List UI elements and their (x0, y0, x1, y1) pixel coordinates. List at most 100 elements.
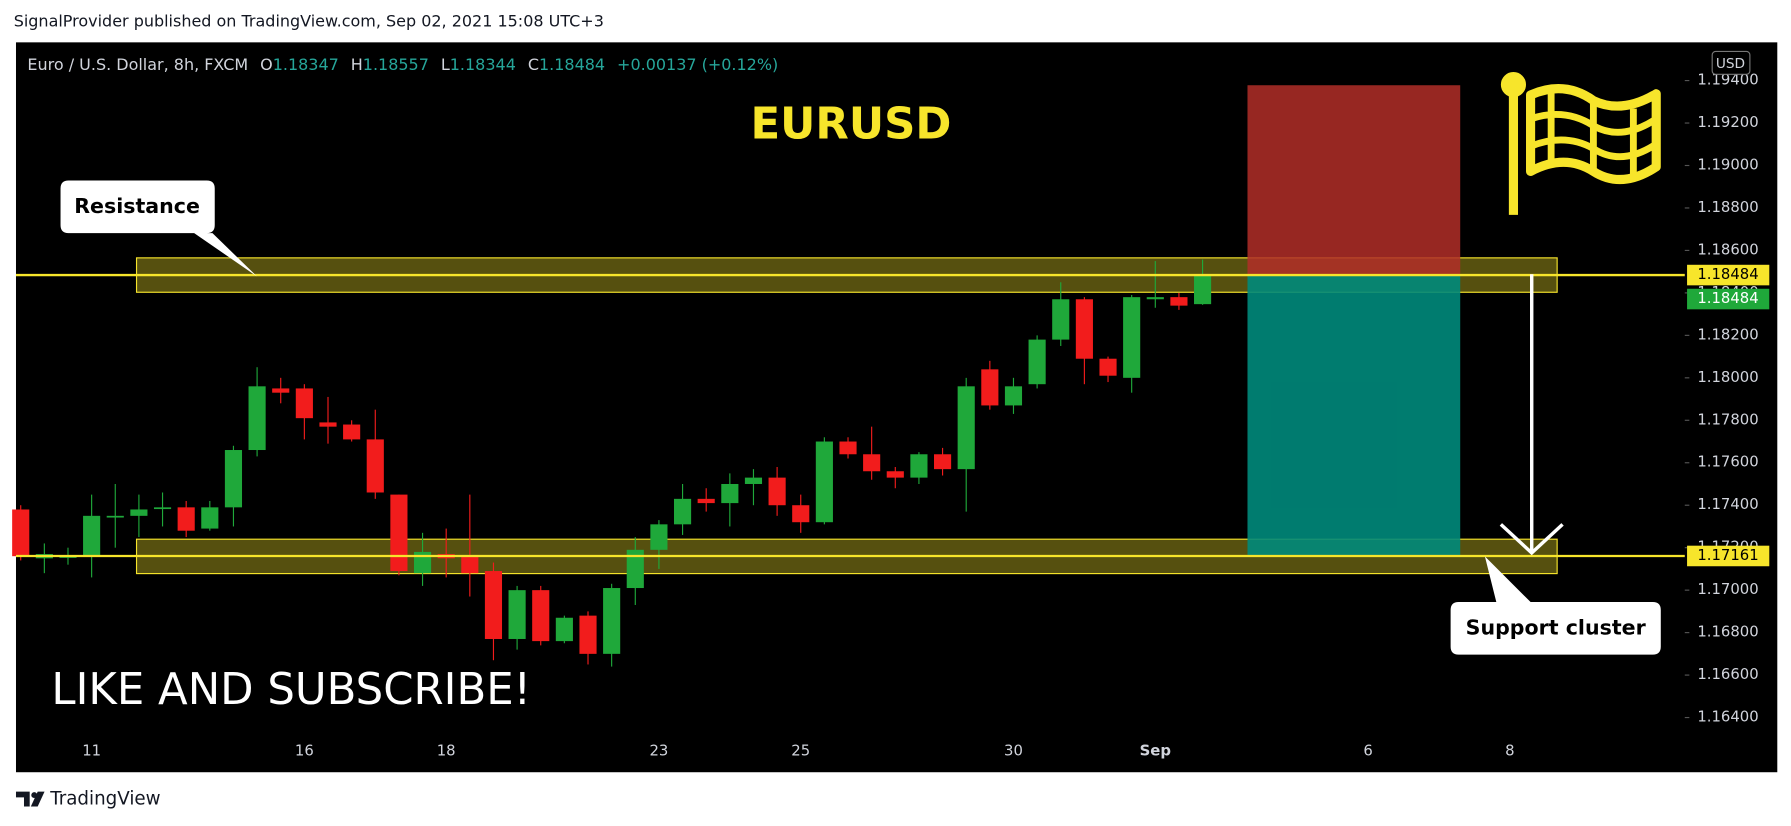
y-tick-label: 1.17800 (1697, 411, 1758, 428)
candle-body (390, 494, 408, 572)
x-tick-label: 18 (437, 743, 456, 760)
candle-body (1099, 358, 1117, 376)
callout-text: Support cluster (1466, 615, 1647, 639)
candle-body (650, 524, 668, 550)
candle-body (461, 556, 479, 574)
candle-body (697, 498, 715, 504)
x-tick-label: 16 (295, 743, 314, 760)
candle-body (768, 477, 786, 506)
candle-body (343, 424, 361, 440)
y-tick-label: 1.18600 (1697, 241, 1758, 258)
ohlc-value: 1.18347 (273, 55, 339, 74)
currency-box (1711, 50, 1751, 75)
candle-body (248, 386, 266, 451)
x-tick-label: 6 (1363, 743, 1372, 760)
candle-body (744, 477, 763, 484)
candle-body (934, 454, 952, 470)
brand-logo (15, 791, 45, 807)
candle-body (1123, 297, 1141, 378)
candle-body (839, 441, 857, 455)
x-tick-label: 30 (1004, 743, 1023, 760)
price-label-box (1687, 545, 1770, 567)
price-label-box (1687, 264, 1770, 286)
symbol: Euro / U.S. Dollar, 8h, FXCM (27, 55, 248, 74)
candle-body (910, 454, 928, 478)
change: +0.00137 (+0.12%) (617, 55, 778, 74)
x-tick-label: 23 (649, 743, 668, 760)
candle-body (153, 507, 172, 510)
x-tick-label: 11 (82, 743, 101, 760)
x-tick-label: 25 (791, 743, 810, 760)
y-tick-label: 1.19400 (1697, 72, 1758, 89)
publisher-line: SignalProvider published on TradingView.… (14, 11, 604, 30)
candle-body (1028, 339, 1046, 385)
candle-body (224, 450, 243, 508)
candle-body (177, 507, 195, 531)
candle-body (626, 549, 644, 589)
target-zone (1247, 275, 1461, 556)
candle-body (366, 439, 384, 493)
candle-body (957, 386, 975, 470)
candle-body (721, 483, 739, 504)
candle-body (83, 515, 101, 557)
ohlc-label: L (441, 55, 450, 74)
plot: 1.19400 1.19200 1.19000 1.18800 1.18600 1.184… (12, 72, 1770, 760)
y-tick-label: 1.16800 (1697, 624, 1758, 641)
candle-body (272, 388, 290, 393)
y-tick-label: 1.18200 (1697, 326, 1758, 343)
candle-body (981, 369, 999, 406)
x-tick-label: Sep (1140, 743, 1171, 760)
callout-text: Resistance (74, 194, 200, 218)
callout-box (1450, 556, 1661, 655)
candle-body (201, 507, 219, 529)
candle-body (815, 441, 833, 523)
ohlc-label: C (528, 55, 539, 74)
callout-box (60, 180, 257, 277)
ohlc-label: O (260, 55, 273, 74)
stop-zone (1247, 85, 1461, 276)
y-tick-label: 1.18800 (1697, 199, 1758, 216)
price-label: 1.17161 (1697, 547, 1758, 564)
candle-body (886, 471, 904, 478)
chart-title: EURUSD (751, 99, 952, 149)
candle-body (484, 571, 503, 639)
y-tick-label: 1.16600 (1697, 666, 1758, 683)
arrow (1499, 274, 1564, 556)
flag-icon (1500, 72, 1661, 215)
candle-body (508, 590, 526, 639)
candle-body (12, 509, 30, 557)
candle-body (319, 422, 337, 427)
y-tick-label: 1.19200 (1697, 114, 1758, 131)
candle-body (106, 515, 124, 518)
candle-body (1170, 297, 1188, 306)
y-tick-label: 1.16400 (1697, 709, 1758, 726)
y-tick-label: 1.17000 (1697, 581, 1758, 598)
candle-body (792, 505, 810, 523)
candle-body (532, 590, 550, 642)
candle-body (579, 615, 597, 654)
candle-body (1194, 275, 1212, 305)
y-tick-label: 1.19000 (1697, 156, 1758, 173)
candle-body (555, 617, 573, 642)
candle-body (603, 588, 621, 654)
candle-body (863, 454, 881, 472)
currency: USD (1716, 56, 1745, 72)
ohlc-value: 1.18557 (363, 55, 429, 74)
candle-body (1052, 299, 1070, 340)
y-tick-label: 1.17600 (1697, 454, 1758, 471)
ohlc-value: 1.18344 (450, 55, 516, 74)
candle-body (413, 551, 432, 574)
candle-body (130, 509, 148, 516)
x-tick-label: 8 (1505, 743, 1514, 760)
candle-body (295, 388, 313, 419)
price-label: 1.18484 (1697, 266, 1758, 283)
candle-body (1146, 297, 1164, 300)
candle-body (673, 498, 692, 525)
ohlc-value: 1.18484 (539, 55, 605, 74)
ohlc-label: H (351, 55, 363, 74)
candle-body (1075, 299, 1093, 359)
brand: TradingView (49, 789, 160, 810)
y-tick-label: 1.17400 (1697, 496, 1758, 513)
